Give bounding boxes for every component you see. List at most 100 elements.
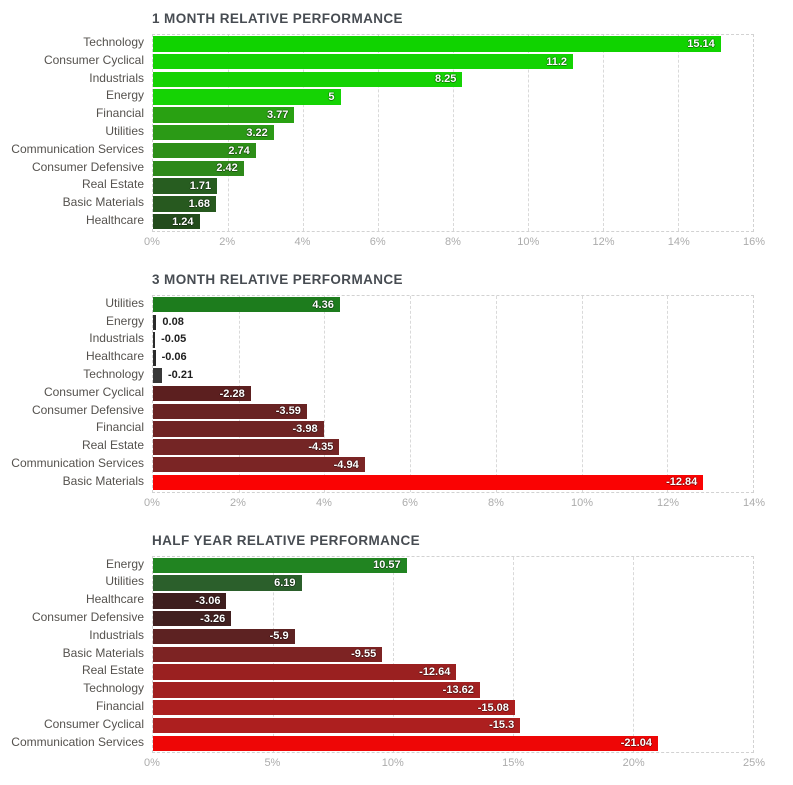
chart-section-1-month: 1 MONTH RELATIVE PERFORMANCE Technology C… xyxy=(0,11,793,250)
gridline xyxy=(453,35,454,231)
category-label: Real Estate xyxy=(81,663,144,678)
category-label: Energy xyxy=(105,556,144,571)
category-label: Consumer Defensive xyxy=(31,159,144,174)
x-axis-tick-label: 20% xyxy=(622,757,645,770)
bar-row: 5 xyxy=(153,88,753,106)
gridline xyxy=(678,35,679,231)
category-label: Energy xyxy=(105,88,144,103)
category-label: Consumer Cyclical xyxy=(43,52,144,67)
bar: 10.57 xyxy=(153,557,407,574)
value-label: -3.98 xyxy=(292,423,318,436)
gridline xyxy=(603,35,604,231)
bar-row: 3.22 xyxy=(153,124,753,142)
value-label: -21.04 xyxy=(620,737,652,750)
category-label: Technology xyxy=(83,366,144,381)
category-label: Communication Services xyxy=(11,141,144,156)
bar-row: -0.05 xyxy=(153,331,753,349)
category-label: Financial xyxy=(95,698,144,713)
bar: 11.2 xyxy=(153,53,573,70)
category-label: Consumer Cyclical xyxy=(43,716,144,731)
bar-row: -12.84 xyxy=(153,474,753,492)
value-label: 2.42 xyxy=(216,162,238,175)
bar-row: 15.14 xyxy=(153,35,753,53)
bar-row: 11.2 xyxy=(153,53,753,71)
value-label: -0.05 xyxy=(161,333,187,346)
value-label: -5.9 xyxy=(269,630,289,643)
category-axis: Energy Utilities Healthcare Consumer Defens… xyxy=(0,556,152,754)
x-axis: 0% 2% 4% 6% 8% 10% 12% 14% 16% xyxy=(144,233,765,250)
value-label: 6.19 xyxy=(274,577,296,590)
value-label: -0.06 xyxy=(161,351,187,364)
bar-row: -5.9 xyxy=(153,628,753,646)
value-label: -3.59 xyxy=(275,405,301,418)
category-label: Communication Services xyxy=(11,734,144,749)
value-label: 3.77 xyxy=(266,108,289,121)
x-axis-tick-label: 2% xyxy=(219,235,236,248)
x-axis-tick-label: 8% xyxy=(445,235,461,248)
bar: -21.04 xyxy=(153,735,658,751)
value-label: 1.24 xyxy=(172,215,194,228)
bar-row: -0.21 xyxy=(153,367,753,385)
x-axis-tick-label: 4% xyxy=(316,496,332,509)
chart-section-half-year: HALF YEAR RELATIVE PERFORMANCE Energy Uti… xyxy=(0,533,793,772)
bar: -4.94 xyxy=(153,456,365,473)
bar-row: -0.06 xyxy=(153,349,753,367)
bar: 3.22 xyxy=(153,124,274,141)
value-label: -4.94 xyxy=(333,458,359,471)
bar xyxy=(153,314,157,331)
bar: -2.28 xyxy=(153,385,251,402)
x-axis-tick-label: 0% xyxy=(144,496,160,509)
bar-row: -3.26 xyxy=(153,610,753,628)
value-label: 0.08 xyxy=(162,315,184,328)
chart-body: Energy Utilities Healthcare Consumer Defens… xyxy=(0,555,793,754)
x-axis-tick-label: 15% xyxy=(502,757,525,770)
bar-row: -15.3 xyxy=(153,717,753,735)
gridline xyxy=(410,295,412,492)
value-label: -3.26 xyxy=(200,612,226,625)
bar-row: 1.68 xyxy=(153,195,753,213)
bar-row: 2.42 xyxy=(153,160,753,178)
category-label: Healthcare xyxy=(85,212,144,227)
bar: 8.25 xyxy=(153,71,463,88)
x-axis-tick-label: 10% xyxy=(570,496,594,509)
category-label: Financial xyxy=(95,106,144,121)
x-axis-tick-label: 12% xyxy=(656,496,680,509)
bar: -9.55 xyxy=(153,646,383,663)
bar: -3.59 xyxy=(153,403,307,420)
category-label: Industrials xyxy=(89,627,144,642)
x-axis: 0% 2% 4% 6% 8% 10% 12% 14% xyxy=(144,494,765,511)
bar-row: 8.25 xyxy=(153,71,753,89)
bar xyxy=(153,332,156,348)
bar: 1.24 xyxy=(153,213,200,230)
bar-row: -3.06 xyxy=(153,592,753,610)
bar: -12.64 xyxy=(153,664,457,680)
category-label: Utilities xyxy=(105,574,144,589)
x-axis-tick-label: 6% xyxy=(369,235,386,248)
x-axis-tick-label: 0% xyxy=(144,235,160,248)
gridline xyxy=(667,295,669,492)
bar: 2.74 xyxy=(153,142,256,159)
category-label: Basic Materials xyxy=(62,473,144,488)
bar-row: -15.08 xyxy=(153,699,753,717)
value-label: 1.68 xyxy=(188,197,210,210)
chart-body: Utilities Energy Industrials Healthcare Tech… xyxy=(0,294,793,493)
category-label: Basic Materials xyxy=(62,195,144,210)
chart-title: 1 MONTH RELATIVE PERFORMANCE xyxy=(152,11,403,26)
bar xyxy=(153,350,156,366)
bar: -4.35 xyxy=(153,439,340,455)
bar-row: 1.71 xyxy=(153,177,753,195)
chart-section-3-month: 3 MONTH RELATIVE PERFORMANCE Utilities En… xyxy=(0,272,793,511)
plot-area: 4.36 0.08 -0.05 -0.06 -0.21 -2.28 -3.59 -3.98 -4… xyxy=(152,294,754,493)
bar-row: 10.57 xyxy=(153,557,753,575)
bar: -5.9 xyxy=(153,628,295,645)
value-label: 3.22 xyxy=(246,126,268,139)
value-label: -12.84 xyxy=(666,476,698,489)
category-label: Utilities xyxy=(105,123,144,138)
category-label: Utilities xyxy=(105,295,144,310)
gridline xyxy=(581,295,583,492)
bar-row: 4.36 xyxy=(153,296,753,314)
x-axis-tick-label: 16% xyxy=(742,235,766,248)
chart-title: HALF YEAR RELATIVE PERFORMANCE xyxy=(152,532,421,548)
x-axis-tick-label: 12% xyxy=(592,235,615,248)
category-label: Communication Services xyxy=(11,455,144,470)
